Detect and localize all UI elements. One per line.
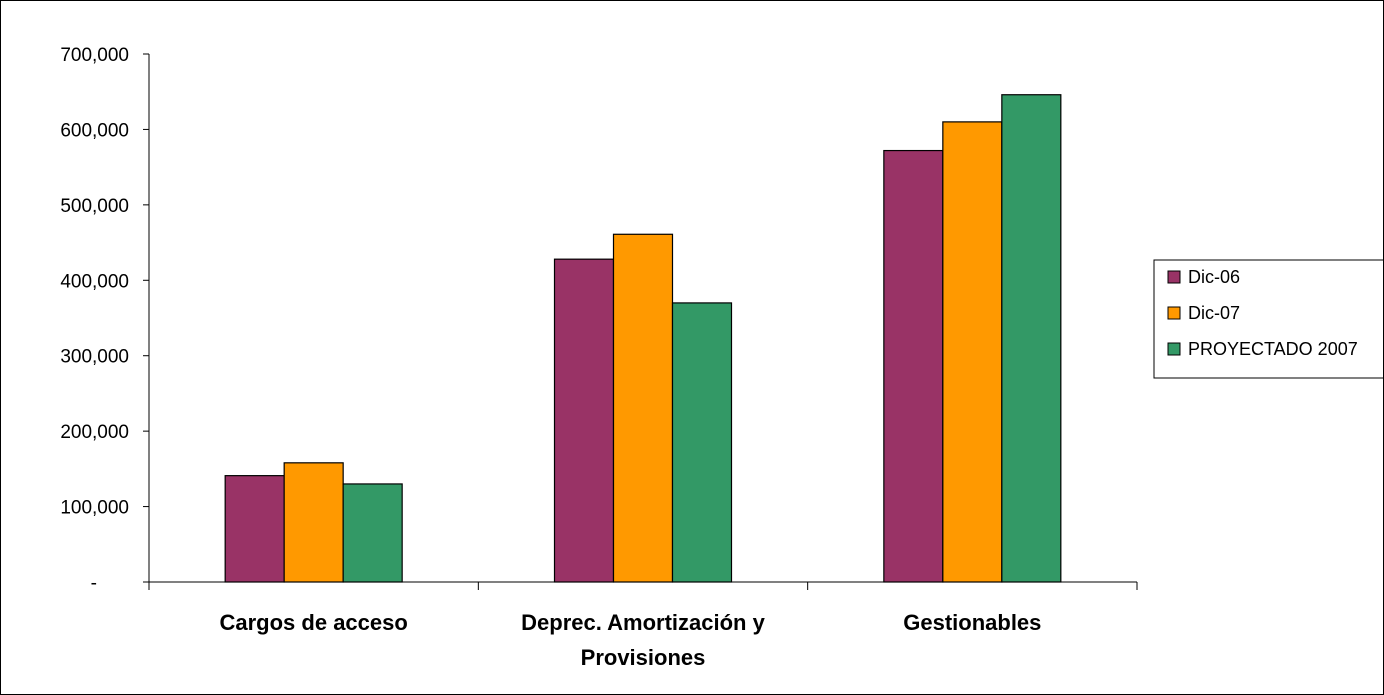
legend-label: Dic-06 <box>1188 267 1240 287</box>
y-tick-label: 300,000 <box>60 347 129 368</box>
bars <box>224 94 1062 583</box>
bar-proyectado-2007 <box>671 302 733 583</box>
legend: Dic-06 Dic-07 PROYECTADO 2007 <box>1153 259 1383 379</box>
legend-swatch <box>1167 342 1181 356</box>
x-category-label: Cargos de acceso <box>220 610 408 635</box>
x-category-label: Gestionables <box>903 610 1041 635</box>
y-tick-label: 200,000 <box>60 422 129 443</box>
legend-swatch <box>1167 306 1181 320</box>
y-tick-label: 100,000 <box>60 498 129 519</box>
y-tick-label: 600,000 <box>60 120 129 141</box>
y-tick-label: 400,000 <box>60 271 129 292</box>
legend-box <box>1153 259 1383 379</box>
bar-dic-07 <box>283 462 344 583</box>
legend-label: Dic-07 <box>1188 303 1240 323</box>
bar-proyectado-2007 <box>1001 94 1062 583</box>
axis-labels: - 100,000 200,000 300,000 400,000 500,000 600,… <box>60 45 1041 670</box>
bar-dic-07 <box>612 233 674 583</box>
y-tick-label: 500,000 <box>60 196 129 217</box>
bar-dic-06 <box>553 258 615 583</box>
bar-proyectado-2007 <box>342 483 403 583</box>
bar-dic-06 <box>224 475 285 583</box>
legend-label: PROYECTADO 2007 <box>1188 339 1358 359</box>
y-tick-label: 700,000 <box>60 45 129 66</box>
y-tick-label: - <box>91 573 97 594</box>
x-category-label: Provisiones <box>581 645 706 670</box>
bar-dic-07 <box>942 121 1003 583</box>
legend-swatch <box>1167 270 1181 284</box>
bar-dic-06 <box>883 149 944 583</box>
x-category-label: Deprec. Amortización y <box>521 610 765 635</box>
